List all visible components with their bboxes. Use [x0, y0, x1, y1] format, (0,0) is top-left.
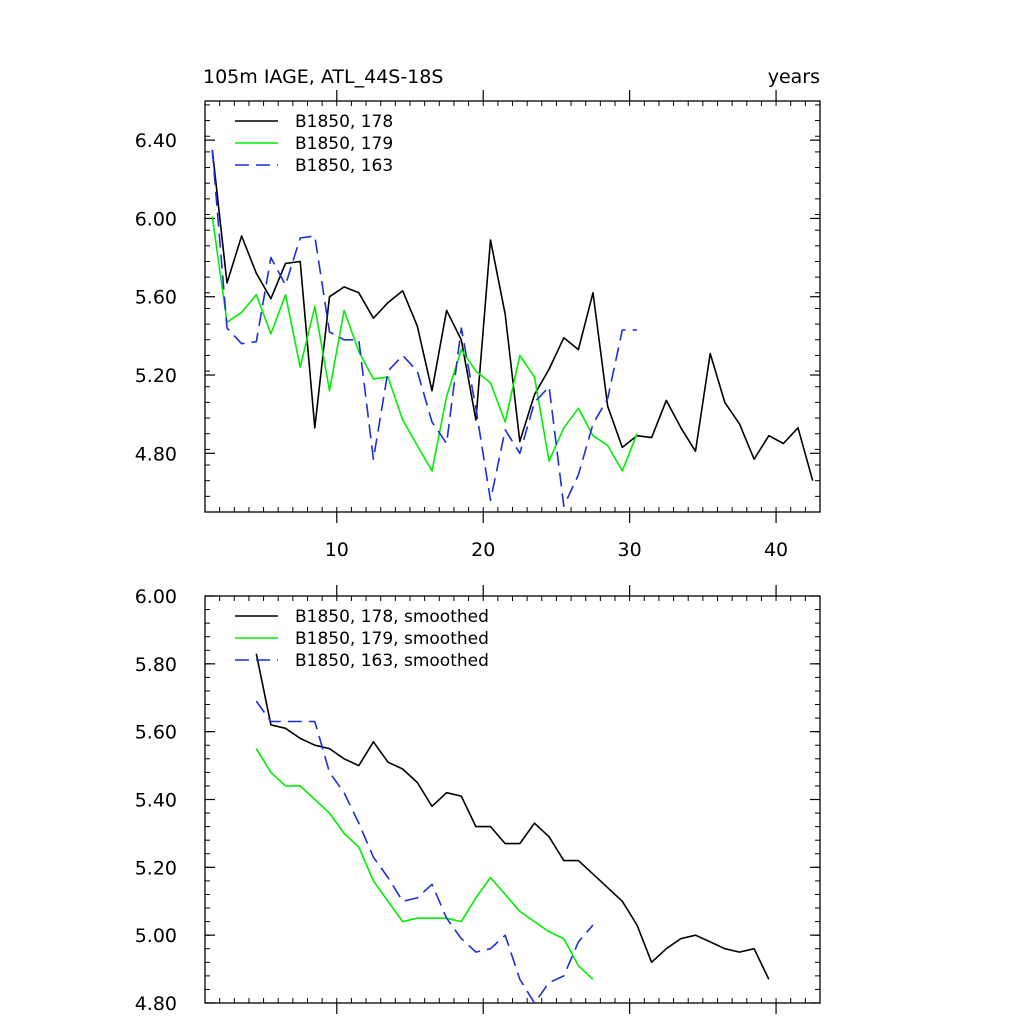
- y-tick-label: 5.20: [135, 857, 177, 879]
- y-tick-label: 5.80: [135, 654, 177, 676]
- x-tick-label: 20: [471, 539, 495, 561]
- x-tick-label: 10: [325, 539, 349, 561]
- series-line-b1850-163-smoothed: [255, 700, 594, 1003]
- chart-title-right: years: [768, 66, 820, 88]
- y-tick-label: 5.20: [135, 365, 177, 387]
- x-tick-label: 40: [764, 539, 788, 561]
- x-tick-label: 30: [618, 539, 642, 561]
- chart-title: 105m IAGE, ATL_44S-18S: [203, 66, 443, 88]
- legend-label: B1850, 163: [295, 156, 393, 176]
- top-panel: 105m IAGE, ATL_44S-18S years 10 20 30 40 4.8…: [135, 66, 821, 561]
- y-tick-label: 6.00: [135, 208, 177, 230]
- y-tick-label: 5.60: [135, 722, 177, 744]
- legend-label: B1850, 179, smoothed: [295, 629, 489, 649]
- legend-label: B1850, 179: [295, 134, 393, 154]
- series-line-b1850-179-smoothed: [255, 748, 594, 980]
- series-line-b1850-163: [211, 149, 637, 507]
- y-tick-label: 5.60: [135, 287, 177, 309]
- series-line-b1850-179: [211, 216, 638, 472]
- y-tick-label: 4.80: [135, 443, 177, 465]
- series-line-b1850-178-smoothed: [255, 653, 770, 980]
- y-tick-label: 5.40: [135, 790, 177, 812]
- y-tick-label: 5.00: [135, 925, 177, 947]
- bottom-panel: 4.80 5.00 5.20 5.40 5.60 5.80 6.00 B1850, 178, …: [135, 585, 821, 1015]
- y-tick-label: 4.80: [135, 993, 177, 1015]
- legend-label: B1850, 178: [295, 112, 393, 132]
- y-tick-label: 6.00: [135, 586, 177, 608]
- series-line-b1850-178: [211, 149, 814, 481]
- legend-label: B1850, 178, smoothed: [295, 607, 489, 627]
- legend-label: B1850, 163, smoothed: [295, 651, 489, 671]
- y-tick-label: 6.40: [135, 130, 177, 152]
